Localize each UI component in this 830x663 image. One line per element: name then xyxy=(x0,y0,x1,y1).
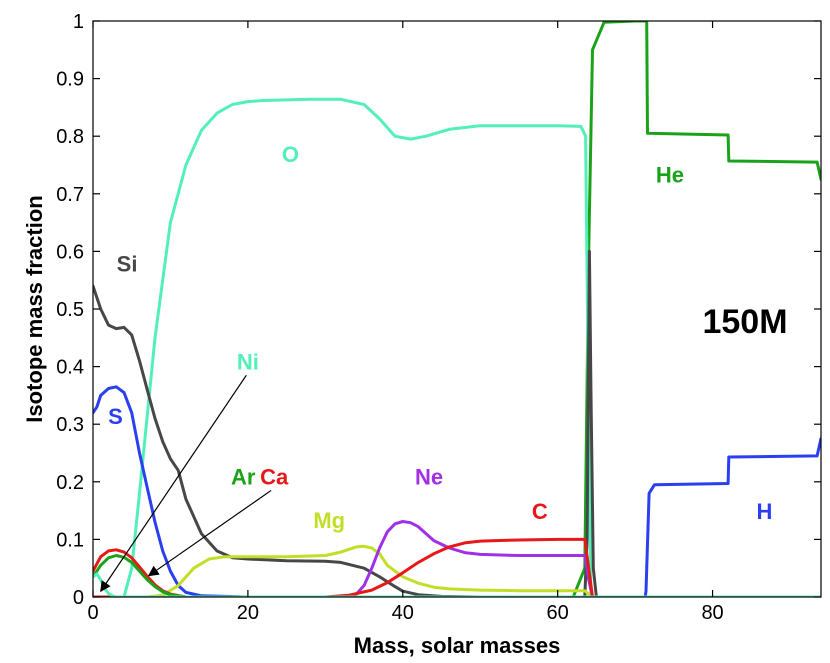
tick-layer: 0 20 40 60 80 0 0.1 0.2 0.3 0.4 0.5 0.6 0.7 0.8 0.9 1 xyxy=(56,11,821,624)
mass-annotation: 150M xyxy=(702,303,787,341)
y-axis-title: Isotope mass fraction xyxy=(22,195,47,422)
y-tick-label: 0.2 xyxy=(56,472,84,494)
x-tick-label: 0 xyxy=(87,602,98,624)
y-tick-label: 0.9 xyxy=(56,69,84,91)
x-tick-label: 80 xyxy=(701,602,723,624)
arrow-layer xyxy=(100,374,272,593)
y-tick-label: 0.3 xyxy=(56,414,84,436)
series-line-o xyxy=(93,97,821,597)
y-tick-label: 0.6 xyxy=(56,241,84,263)
y-tick-label: 1 xyxy=(73,11,84,33)
arca-arrow xyxy=(147,489,272,577)
series-line-ne xyxy=(93,520,821,597)
y-tick-label: 0 xyxy=(73,587,84,609)
y-tick-label: 0.7 xyxy=(56,184,84,206)
series-label-o: O xyxy=(282,142,299,167)
x-tick-label: 40 xyxy=(392,602,414,624)
series-label-ar: Ar xyxy=(231,465,256,490)
y-tick-label: 0.4 xyxy=(56,357,84,379)
y-tick-label: 0.1 xyxy=(56,529,84,551)
series-line-ar xyxy=(93,554,821,597)
ni-arrow xyxy=(100,374,247,593)
x-axis-title: Mass, solar masses xyxy=(354,633,561,658)
series-label-c: C xyxy=(532,499,548,524)
series-layer xyxy=(93,21,821,597)
series-line-mg xyxy=(93,544,821,597)
series-label-ni: Ni xyxy=(237,349,259,374)
series-line-s xyxy=(93,385,821,597)
series-label-s: S xyxy=(108,404,123,429)
series-label-h: H xyxy=(757,499,773,524)
series-label-ca: Ca xyxy=(260,465,289,490)
series-line-si xyxy=(93,249,821,597)
series-label-ne: Ne xyxy=(415,465,443,490)
series-label-si: Si xyxy=(117,252,138,277)
y-tick-label: 0.5 xyxy=(56,299,84,321)
label-layer: O He Si S Ni Ar Ca Mg Ne C H xyxy=(108,142,772,533)
x-tick-label: 20 xyxy=(237,602,259,624)
series-line-h xyxy=(93,437,821,597)
series-line-ni xyxy=(93,572,821,597)
series-label-mg: Mg xyxy=(313,508,345,533)
series-label-he: He xyxy=(656,162,684,187)
series-line-c xyxy=(93,537,821,597)
x-tick-label: 60 xyxy=(547,602,569,624)
y-tick-label: 0.8 xyxy=(56,126,84,148)
